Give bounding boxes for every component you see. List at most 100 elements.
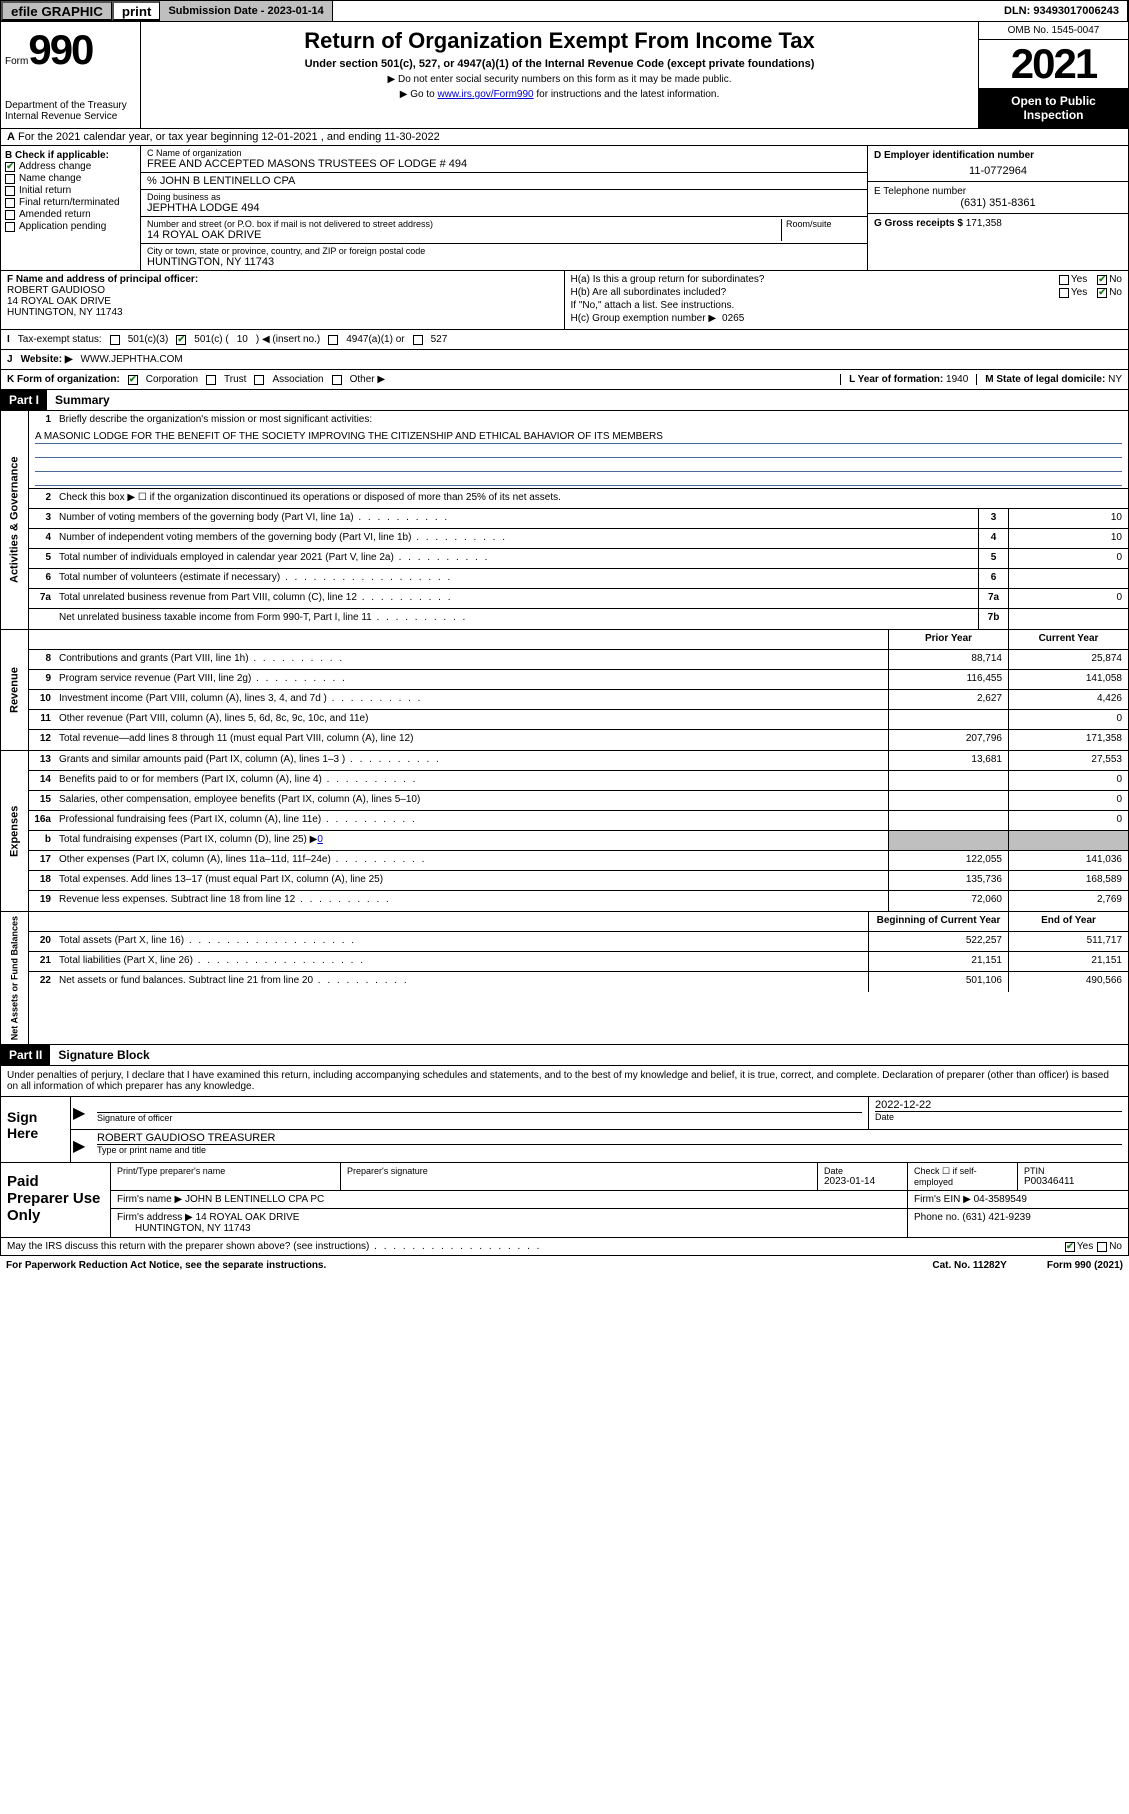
discuss-no[interactable] [1097, 1242, 1107, 1252]
k-assoc-lbl: Association [272, 374, 323, 385]
p15 [888, 791, 1008, 810]
side-expenses: Expenses [1, 751, 29, 911]
lbl-address-change: Address change [19, 161, 91, 172]
form-title: Return of Organization Exempt From Incom… [151, 28, 968, 54]
form990-link[interactable]: www.irs.gov/Form990 [437, 89, 533, 100]
dba-label: Doing business as [147, 192, 861, 202]
lbl-final: Final return/terminated [19, 197, 120, 208]
side-governance: Activities & Governance [1, 411, 29, 629]
k-trust[interactable] [206, 375, 216, 385]
c8: 25,874 [1008, 650, 1128, 669]
cat-no: Cat. No. 11282Y [932, 1260, 1006, 1271]
col-b-checks: B Check if applicable: Address change Na… [1, 146, 141, 270]
firm-addr-label: Firm's address ▶ [117, 1212, 193, 1223]
check-name-change[interactable] [5, 174, 15, 184]
firm-ein: 04-3589549 [974, 1194, 1027, 1205]
city-label: City or town, state or province, country… [147, 246, 861, 256]
ha-no[interactable] [1097, 275, 1107, 285]
side-net-assets: Net Assets or Fund Balances [1, 912, 29, 1044]
line-22: Net assets or fund balances. Subtract li… [55, 972, 868, 992]
hc-label: H(c) Group exemption number ▶ [571, 313, 717, 324]
lbl-app-pending: Application pending [19, 221, 106, 232]
val-5: 0 [1008, 549, 1128, 568]
hb-no[interactable] [1097, 288, 1107, 298]
check-amended[interactable] [5, 210, 15, 220]
submission-date: Submission Date - 2023-01-14 [160, 1, 332, 21]
officer-addr2: HUNTINGTON, NY 11743 [7, 307, 558, 318]
care-of: % JOHN B LENTINELLO CPA [147, 175, 861, 187]
check-final-return[interactable] [5, 198, 15, 208]
hb-note: If "No," attach a list. See instructions… [571, 300, 735, 311]
check-address-change[interactable] [5, 162, 15, 172]
val-7a: 0 [1008, 589, 1128, 608]
ptin: P00346411 [1024, 1176, 1122, 1187]
officer-name: ROBERT GAUDIOSO [7, 285, 558, 296]
check-app-pending[interactable] [5, 222, 15, 232]
i-527-lbl: 527 [431, 334, 448, 345]
city: HUNTINGTON, NY 11743 [147, 256, 861, 268]
phone: (631) 351-8361 [874, 197, 1122, 209]
k-other[interactable] [332, 375, 342, 385]
prep-sig-label: Preparer's signature [347, 1166, 811, 1176]
prep-date: 2023-01-14 [824, 1176, 901, 1187]
dba: JEPHTHA LODGE 494 [147, 202, 861, 214]
officer-addr1: 14 ROYAL OAK DRIVE [7, 296, 558, 307]
ha-yes[interactable] [1059, 275, 1069, 285]
gross-receipts-label: G Gross receipts $ [874, 218, 963, 229]
check-initial-return[interactable] [5, 186, 15, 196]
c20: 511,717 [1008, 932, 1128, 951]
efile-button[interactable]: efile GRAPHIC [1, 1, 112, 21]
ptin-label: PTIN [1024, 1166, 1122, 1176]
lbl-initial: Initial return [19, 185, 71, 196]
i-527[interactable] [413, 335, 423, 345]
print-button[interactable]: print [112, 1, 161, 21]
line-18: Total expenses. Add lines 13–17 (must eq… [55, 871, 888, 890]
firm-ein-label: Firm's EIN ▶ [914, 1194, 971, 1205]
k-corp[interactable] [128, 375, 138, 385]
ha-no-lbl: No [1109, 274, 1122, 285]
sig-officer-label: Signature of officer [97, 1113, 862, 1123]
sign-here-label: Sign Here [1, 1097, 71, 1162]
subtitle-2: Do not enter social security numbers on … [398, 74, 731, 85]
firm-phone-label: Phone no. [914, 1212, 960, 1223]
line-4-text: Number of independent voting members of … [55, 529, 978, 548]
department: Department of the Treasury Internal Reve… [5, 100, 136, 122]
discuss-yes[interactable] [1065, 1242, 1075, 1252]
p14 [888, 771, 1008, 790]
goto-pre: Go to [410, 89, 437, 100]
line-3-text: Number of voting members of the governin… [55, 509, 978, 528]
c11: 0 [1008, 710, 1128, 729]
i-4947-lbl: 4947(a)(1) or [346, 334, 404, 345]
hc-val: 0265 [722, 313, 744, 324]
i-4947[interactable] [328, 335, 338, 345]
p8: 88,714 [888, 650, 1008, 669]
goto-post: for instructions and the latest informat… [534, 89, 720, 100]
i-501c[interactable] [176, 335, 186, 345]
p18: 135,736 [888, 871, 1008, 890]
c18: 168,589 [1008, 871, 1128, 890]
ha-label: H(a) Is this a group return for subordin… [571, 274, 765, 285]
k-trust-lbl: Trust [224, 374, 246, 385]
i-501c3[interactable] [110, 335, 120, 345]
line-14: Benefits paid to or for members (Part IX… [55, 771, 888, 790]
c12: 171,358 [1008, 730, 1128, 750]
firm-addr1: 14 ROYAL OAK DRIVE [196, 1212, 300, 1223]
c16a: 0 [1008, 811, 1128, 830]
top-bar: efile GRAPHIC print Submission Date - 20… [0, 0, 1129, 22]
k-assoc[interactable] [254, 375, 264, 385]
line-20: Total assets (Part X, line 16) [55, 932, 868, 951]
line-16b-val[interactable]: 0 [317, 834, 323, 845]
line-2-text: Check this box ▶ ☐ if the organization d… [55, 489, 1128, 508]
k-other-lbl: Other ▶ [350, 374, 385, 385]
m-label: M State of legal domicile: [985, 374, 1105, 385]
line-12: Total revenue—add lines 8 through 11 (mu… [55, 730, 888, 750]
omb-number: OMB No. 1545-0047 [979, 22, 1128, 40]
part-ii-header: Part II [1, 1045, 50, 1065]
firm-name: JOHN B LENTINELLO CPA PC [185, 1194, 324, 1205]
hb-yes[interactable] [1059, 288, 1069, 298]
c14: 0 [1008, 771, 1128, 790]
val-7b [1008, 609, 1128, 629]
col-prior: Prior Year [888, 630, 1008, 649]
p13: 13,681 [888, 751, 1008, 770]
type-name-label: Type or print name and title [97, 1144, 1122, 1155]
